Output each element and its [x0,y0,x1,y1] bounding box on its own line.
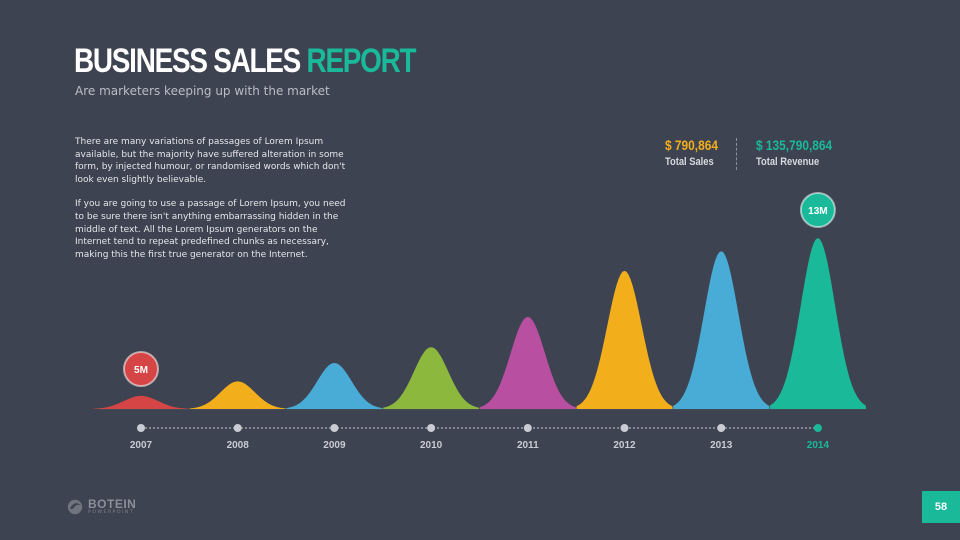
callout-label-2007: 5M [134,365,148,376]
peak-2012 [576,270,673,409]
peak-2013 [673,251,770,409]
timeline-dot-2013 [717,424,726,432]
peak-2014 [769,238,866,409]
tick-label-2008: 2008 [227,440,250,451]
callout-ring-2007 [123,351,159,387]
peak-2010 [383,347,480,409]
total-sales-stat: $ 790,864 Total Sales [665,136,718,170]
timeline-dot-2008 [233,424,242,432]
title-accent: REPORT [306,42,417,80]
tick-label-2012: 2012 [613,440,636,451]
total-sales-value: $ 790,864 [665,137,718,153]
timeline-dot-2010 [427,424,436,432]
timeline-dot-2009 [330,424,339,432]
description: There are many variations of passages of… [75,136,350,273]
tick-label-2010: 2010 [420,440,443,451]
timeline-dot-2007 [137,424,145,432]
total-sales-label: Total Sales [665,156,714,168]
page-subtitle: Are marketers keeping up with the market [75,84,330,98]
peak-2007 [93,395,189,409]
total-revenue-label: Total Revenue [756,156,820,168]
callout-ring-2014 [799,192,836,228]
description-paragraph-2: If you are going to use a passage of Lor… [75,199,346,260]
brand-logo: BOTEIN POWERPOINT [66,498,136,516]
tick-label-2011: 2011 [517,440,539,451]
description-paragraph-1: There are many variations of passages of… [75,137,346,185]
peak-2009 [286,363,383,409]
logo-name: BOTEIN [88,496,137,511]
timeline-dot-2012 [620,424,629,432]
callout-label-2014: 13M [808,206,827,217]
logo-mark-icon [67,499,83,515]
tick-label-2009: 2009 [323,440,346,451]
timeline-dot-2011 [523,424,532,432]
title-main: BUSINESS SALES [74,42,301,80]
peak-2011 [479,316,576,409]
stats-divider [736,138,737,170]
total-revenue-value: $ 135,790,864 [756,137,833,153]
tick-label-2007: 2007 [130,440,153,451]
total-revenue-stat: $ 135,790,864 Total Revenue [756,136,832,170]
logo-tagline: POWERPOINT [88,509,135,515]
tick-label-2014: 2014 [807,440,830,451]
page-number: 58 [922,491,960,523]
timeline-dot-2014 [813,424,822,432]
tick-label-2013: 2013 [710,440,733,451]
page-title: BUSINESS SALES REPORT [74,40,417,82]
peak-2008 [189,381,286,409]
